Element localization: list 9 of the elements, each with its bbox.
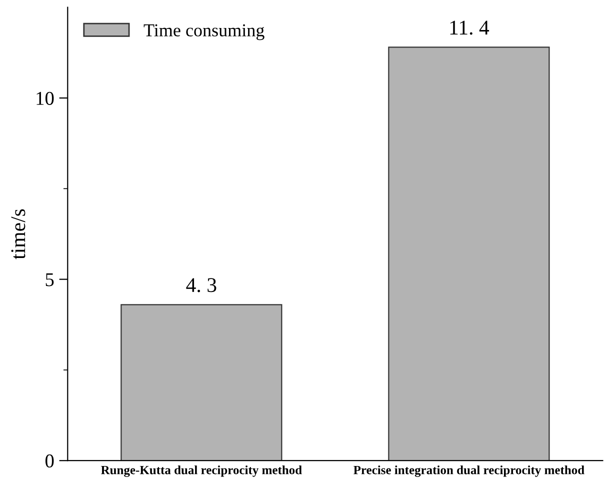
y-axis-title: time/s <box>11 209 26 260</box>
data-label: 11. 4 <box>450 20 490 35</box>
y-tick-label: 5 <box>46 273 54 286</box>
y-tick-label: 10 <box>36 92 54 105</box>
legend-label: Time consuming <box>144 24 264 40</box>
data-label: 4. 3 <box>186 278 216 292</box>
x-tick-label: Runge-Kutta dual reciprocity method <box>100 465 302 477</box>
x-tick-label: Precise integration dual reciprocity method <box>354 465 584 477</box>
y-tick-label: 0 <box>45 454 54 468</box>
